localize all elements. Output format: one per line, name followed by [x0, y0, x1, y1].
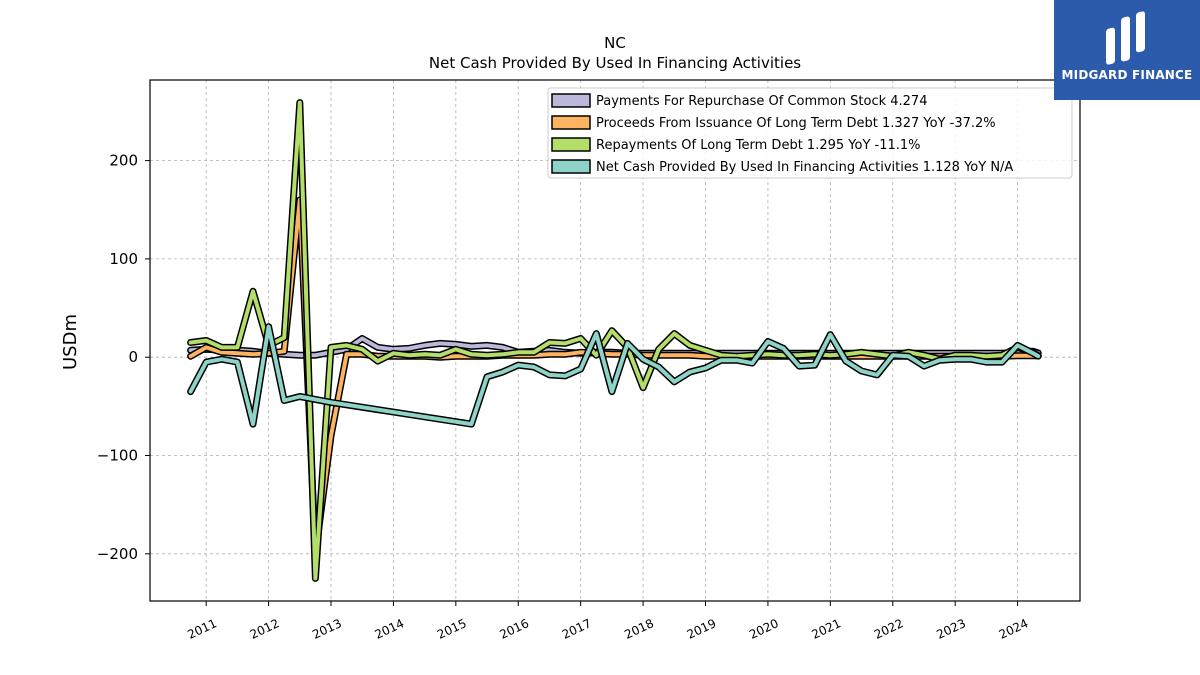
series-line [188, 324, 1041, 427]
brand-logo: MIDGARD FINANCE [1054, 0, 1200, 100]
y-tick-label: −200 [97, 545, 138, 563]
legend-swatch [551, 115, 591, 130]
legend-box [547, 87, 1073, 179]
x-tick-label: 2011 [185, 616, 219, 642]
y-tick-label: 100 [109, 250, 138, 268]
legend-label: Payments For Repurchase Of Common Stock … [596, 94, 927, 109]
chart-title: NC [604, 34, 626, 52]
x-tick-label: 2012 [248, 616, 282, 642]
x-tick-label: 2023 [934, 616, 968, 642]
x-tick-label: 2015 [435, 616, 469, 642]
legend-label: Net Cash Provided By Used In Financing A… [596, 160, 1013, 175]
y-tick-label: 200 [109, 152, 138, 170]
legend-entry: Payments For Repurchase Of Common Stock … [551, 93, 927, 109]
x-tick-label: 2016 [497, 616, 531, 642]
x-tick-label: 2014 [373, 616, 407, 642]
series-4 [187, 323, 1042, 428]
x-tick-label: 2017 [560, 616, 594, 642]
legend-entry: Proceeds From Issuance Of Long Term Debt… [551, 115, 996, 131]
series-layer [187, 99, 1042, 582]
x-tick-label: 2020 [747, 616, 781, 642]
legend-entry: Repayments Of Long Term Debt 1.295 YoY -… [551, 137, 921, 153]
legend-swatch [551, 137, 591, 152]
x-tick-label: 2022 [872, 616, 906, 642]
legend: Payments For Repurchase Of Common Stock … [547, 87, 1073, 179]
x-tick-label: 2024 [997, 616, 1031, 642]
legend-entry: Net Cash Provided By Used In Financing A… [551, 159, 1013, 175]
x-tick-label: 2019 [685, 616, 719, 642]
legend-label: Proceeds From Issuance Of Long Term Debt… [596, 116, 996, 131]
midgard-logo-icon [1106, 11, 1145, 65]
legend-label: Repayments Of Long Term Debt 1.295 YoY -… [596, 138, 921, 153]
series-line-outline [187, 323, 1042, 428]
x-tick-label: 2013 [310, 616, 344, 642]
y-tick-label: −100 [97, 447, 138, 465]
legend-swatch [551, 159, 591, 174]
plot-area-frame [149, 79, 1081, 602]
legend-swatch [551, 93, 591, 108]
brand-name: MIDGARD FINANCE [1061, 68, 1193, 82]
y-tick-label: 0 [128, 348, 138, 366]
x-tick-label: 2018 [622, 616, 656, 642]
axes: 2011 2012 2013 2014 2015 2016 2017 2018 2019 2020… [97, 152, 1031, 642]
chart-subtitle: Net Cash Provided By Used In Financing A… [429, 54, 801, 72]
x-tick-label: 2021 [810, 616, 844, 642]
y-axis-label: USDm [60, 314, 81, 370]
